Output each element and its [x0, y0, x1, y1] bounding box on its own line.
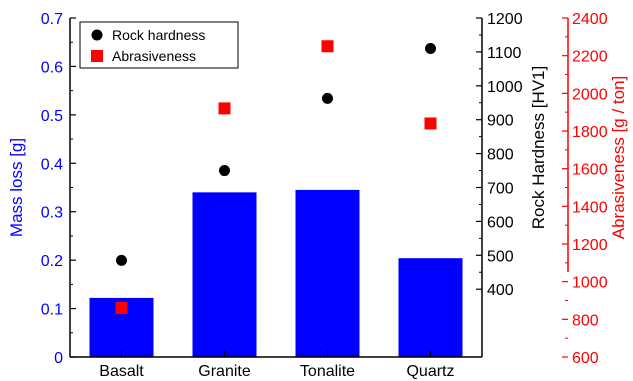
left-tick-label: 0.4 [41, 156, 63, 173]
abrasiveness-point-tonalite [321, 40, 334, 53]
left-tick-label: 0.6 [41, 59, 63, 76]
abrasiveness-tick-label: 1800 [572, 124, 608, 141]
abrasiveness-tick-label: 600 [572, 350, 599, 367]
legend-abrasiveness-marker [91, 50, 103, 62]
hardness-tick-label: 800 [487, 147, 514, 164]
x-tick-label-basalt: Basalt [99, 363, 144, 380]
hardness-tick-label: 1100 [487, 45, 522, 62]
legend-hardness-marker [91, 29, 103, 41]
abrasiveness-axis-title: Abrasiveness [g / ton] [609, 76, 628, 239]
hardness-tick-label: 1200 [487, 11, 523, 28]
abrasiveness-tick-label: 2000 [572, 86, 608, 103]
hardness-tick-label: 700 [487, 181, 514, 198]
left-axis-title: Mass loss [g] [7, 138, 26, 237]
hardness-point-quartz [425, 43, 436, 55]
hardness-tick-label: 600 [487, 214, 514, 231]
abrasiveness-tick-label: 1200 [572, 237, 608, 254]
left-tick-label: 0.5 [41, 108, 63, 125]
left-tick-label: 0.1 [41, 302, 63, 319]
abrasiveness-tick-label: 2200 [572, 49, 608, 66]
abrasiveness-tick-label: 1600 [572, 162, 608, 179]
abrasiveness-point-quartz [424, 117, 437, 130]
abrasiveness-tick-label: 1000 [572, 275, 608, 292]
hardness-tick-label: 400 [487, 282, 514, 299]
hardness-point-granite [219, 165, 230, 177]
abrasiveness-tick-label: 1400 [572, 199, 608, 216]
legend-box [79, 21, 239, 69]
left-tick-label: 0 [54, 350, 63, 367]
bar-tonalite [295, 189, 360, 357]
hardness-point-basalt [116, 254, 127, 266]
hardness-point-tonalite [322, 92, 333, 104]
hardness-tick-label: 500 [487, 248, 514, 265]
x-tick-label-quartz: Quartz [406, 363, 454, 380]
abrasiveness-tick-label: 2400 [572, 11, 608, 28]
hardness-tick-label: 1000 [487, 79, 523, 96]
hardness-tick-label: 900 [487, 113, 514, 130]
bar-quartz [398, 258, 463, 357]
x-tick-label-tonalite: Tonalite [300, 363, 355, 380]
bar-granite [192, 192, 257, 357]
abrasiveness-point-granite [218, 102, 231, 115]
legend-abrasiveness-label: Abrasiveness [112, 48, 196, 64]
left-tick-label: 0.7 [41, 11, 63, 28]
left-tick-label: 0.3 [41, 205, 63, 222]
left-tick-label: 0.2 [41, 253, 63, 270]
legend-hardness-label: Rock hardness [112, 27, 205, 43]
abrasiveness-tick-label: 800 [572, 312, 599, 329]
abrasiveness-point-basalt [115, 302, 128, 315]
hardness-axis-title: Rock Hardness [HV1] [529, 66, 548, 229]
x-tick-label-granite: Granite [198, 363, 251, 380]
